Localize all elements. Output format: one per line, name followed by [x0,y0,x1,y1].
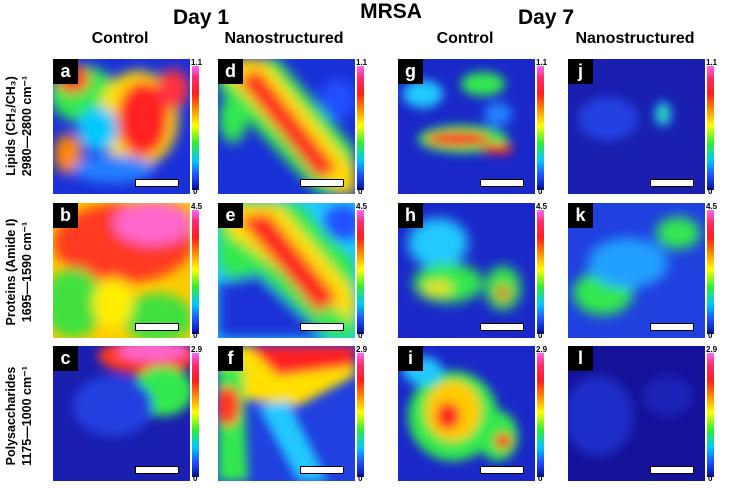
row-label-proteins: Proteins (Amide I) 1695—1590 cm⁻¹ [3,202,47,342]
scale-bar [135,466,179,474]
panel-letter: a [53,59,78,84]
color-scale-lipids [357,66,364,190]
panel-h-heatmap: h [398,203,535,338]
panel-j-heatmap: j [568,59,705,194]
heatmap-image [398,59,535,194]
color-scale-polysaccharides [707,353,714,477]
color-scale-min: 0 [193,187,198,196]
panel-i-heatmap: i [398,346,535,481]
panel-c-heatmap: c [53,346,190,481]
panel-e-heatmap: e [218,203,355,338]
color-scale-max: 1.1 [356,58,368,67]
heatmap-image [53,59,190,194]
color-scale-max: 2.9 [706,345,718,354]
column-header-day1-control: Control [91,30,149,47]
day-7-header: Day 7 [518,6,575,29]
color-scale-proteins [357,210,364,334]
row-label-polysaccharides-name: Polysaccharides [4,366,18,466]
color-scale-max: 1.1 [191,58,203,67]
color-scale-min: 0 [193,331,198,340]
color-scale-min: 0 [708,187,713,196]
panel-letter: b [53,203,78,228]
scale-bar [480,179,524,187]
panel-g-heatmap: g [398,59,535,194]
color-scale-min: 0 [193,474,198,483]
panel-a-heatmap: a [53,59,190,194]
scale-bar [300,466,344,474]
heatmap-image [53,346,190,481]
row-label-lipids-range: 2980—2800 cm⁻¹ [20,75,34,177]
color-scale-max: 4.5 [706,202,718,211]
panel-letter: j [568,59,593,84]
panel-letter: c [53,346,78,371]
row-label-polysaccharides-range: 1175—1000 cm⁻¹ [20,366,34,466]
scale-bar [300,179,344,187]
panel-letter: i [398,346,423,371]
heatmap-image [398,203,535,338]
color-scale-min: 0 [358,474,363,483]
scale-bar [135,179,179,187]
row-label-lipids: Lipids (CH₂/CH₃) 2980—2800 cm⁻¹ [3,56,47,196]
heatmap-image [218,346,355,481]
color-scale-proteins [192,210,199,334]
color-scale-min: 0 [358,331,363,340]
color-scale-min: 0 [358,187,363,196]
color-scale-polysaccharides [537,353,544,477]
color-scale-proteins [707,210,714,334]
panel-letter: g [398,59,423,84]
panel-b-heatmap: b [53,203,190,338]
color-scale-min: 0 [538,331,543,340]
panel-f-heatmap: f [218,346,355,481]
day-1-header: Day 1 [173,6,230,29]
color-scale-max: 2.9 [356,345,368,354]
color-scale-max: 4.5 [536,202,548,211]
panel-l-heatmap: l [568,346,705,481]
panel-letter: k [568,203,593,228]
panel-letter: l [568,346,593,371]
column-header-day7-control: Control [436,30,494,47]
scale-bar [480,466,524,474]
panel-letter: f [218,346,243,371]
scale-bar [300,323,344,331]
scale-bar [650,179,694,187]
panel-letter: h [398,203,423,228]
panel-k-heatmap: k [568,203,705,338]
color-scale-polysaccharides [357,353,364,477]
panel-letter: d [218,59,243,84]
column-header-day1-nanostructured: Nanostructured [224,30,344,47]
column-header-day7-nanostructured: Nanostructured [575,30,695,47]
color-scale-lipids [707,66,714,190]
row-label-proteins-range: 1695—1590 cm⁻¹ [20,221,34,323]
scale-bar [650,466,694,474]
color-scale-max: 2.9 [536,345,548,354]
color-scale-min: 0 [538,187,543,196]
color-scale-min: 0 [708,474,713,483]
heatmap-image [568,346,705,481]
color-scale-proteins [537,210,544,334]
heatmap-image [218,203,355,338]
color-scale-max: 2.9 [191,345,203,354]
scale-bar [135,323,179,331]
scale-bar [480,323,524,331]
color-scale-min: 0 [708,331,713,340]
row-label-proteins-name: Proteins (Amide I) [4,218,18,326]
color-scale-max: 4.5 [191,202,203,211]
figure-title: MRSA [360,0,422,23]
row-label-polysaccharides: Polysaccharides 1175—1000 cm⁻¹ [3,346,47,486]
color-scale-polysaccharides [192,353,199,477]
color-scale-min: 0 [538,474,543,483]
color-scale-max: 1.1 [536,58,548,67]
color-scale-lipids [537,66,544,190]
panel-letter: e [218,203,243,228]
row-label-lipids-name: Lipids (CH₂/CH₃) [4,76,18,176]
color-scale-lipids [192,66,199,190]
color-scale-max: 1.1 [706,58,718,67]
panel-d-heatmap: d [218,59,355,194]
color-scale-max: 4.5 [356,202,368,211]
scale-bar [650,323,694,331]
